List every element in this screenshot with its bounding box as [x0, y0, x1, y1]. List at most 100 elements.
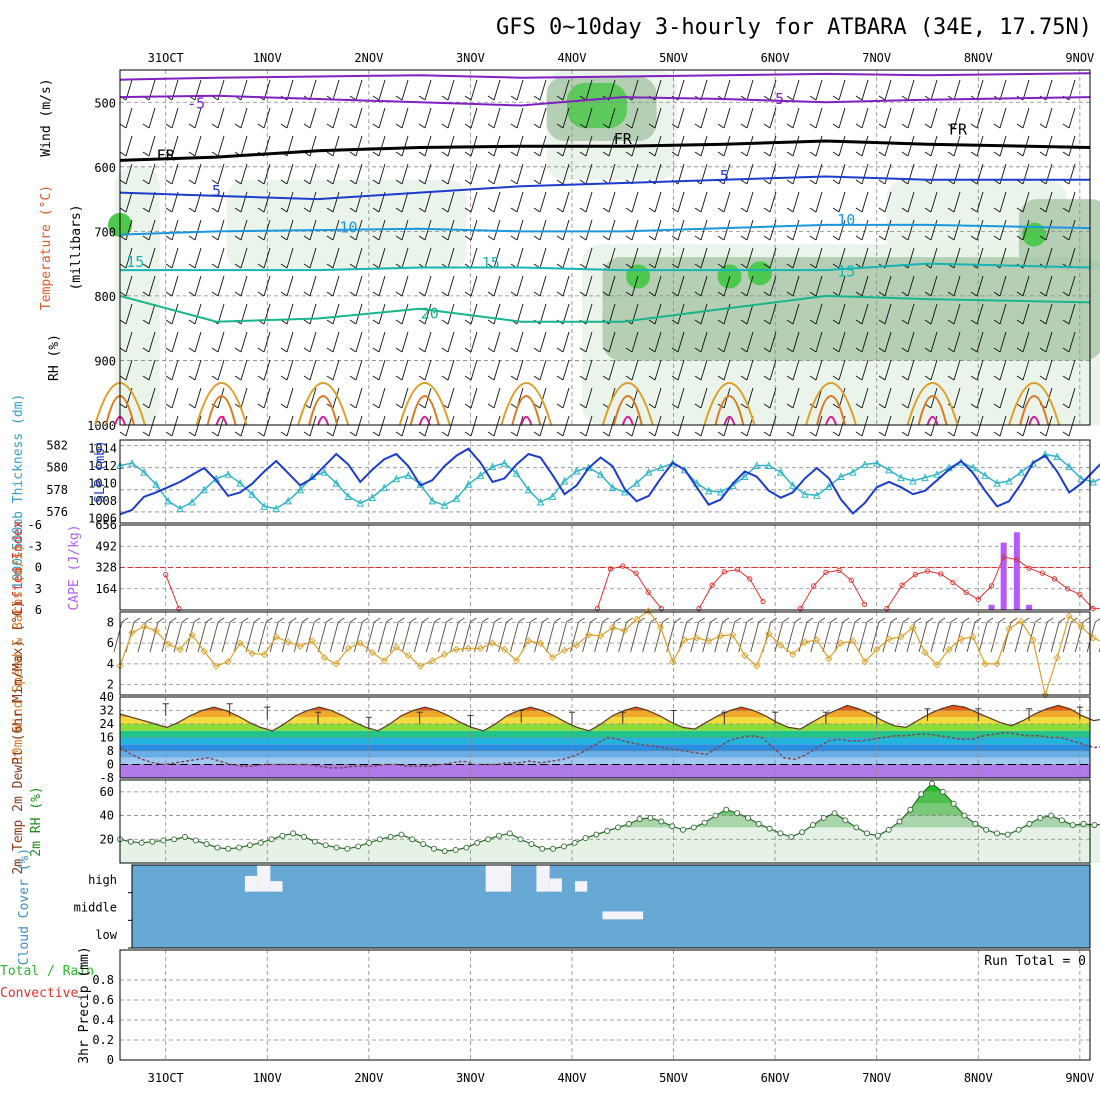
wind-barb-flag: [418, 179, 426, 185]
wind-barb-shaft: [815, 163, 823, 185]
wind-barb: [142, 387, 156, 409]
wind-barb-shaft: [562, 107, 570, 129]
wind-speed-marker: [416, 662, 425, 670]
wind-speed-marker: [248, 649, 256, 658]
thickness-marker: [1065, 462, 1073, 471]
wind-barb-flag: [142, 235, 150, 241]
contour-label: 15: [482, 254, 500, 272]
li-marker: [607, 566, 614, 572]
wind-barb: [257, 191, 271, 213]
diurnal-contour: [409, 394, 440, 426]
wind-barb-shaft: [263, 275, 271, 297]
wind-barb: [119, 107, 133, 129]
wind-barb-flag: [133, 617, 141, 623]
wind-barb-flag: [119, 179, 127, 185]
thickness-marker: [176, 504, 184, 513]
wind-barb-shaft: [884, 275, 892, 297]
wind-barb-flag: [926, 617, 934, 623]
wind-barb-flag: [924, 207, 932, 213]
wind-barb: [809, 247, 823, 269]
wind-barb-shaft: [378, 359, 386, 381]
cloud-ylabel: Cloud Cover (%): [17, 848, 32, 965]
wind-barb: [161, 621, 171, 653]
wind-barb: [832, 247, 846, 269]
wind-speed-marker: [849, 637, 857, 645]
wind-barb-shaft: [539, 163, 547, 185]
wind-barb: [142, 219, 156, 241]
wind-barb: [533, 79, 547, 101]
wind-barb-shaft: [769, 107, 777, 129]
wind-barb: [211, 107, 225, 129]
wind-barb-shaft: [815, 275, 823, 297]
wind-barb: [602, 107, 616, 129]
wind-barb-shaft: [539, 107, 547, 129]
wind-barb-flag: [510, 291, 518, 297]
li-ylabel: Lifted Index CAPE (J/kg): [11, 520, 82, 614]
wind-barb-flag: [924, 179, 932, 185]
wind-barb: [809, 303, 823, 325]
wind-barb-flag: [786, 263, 794, 269]
wind-barb: [464, 275, 478, 297]
wind-barb-shaft: [332, 79, 340, 101]
wind-barb: [671, 387, 685, 409]
wind-barb-flag: [510, 347, 518, 353]
wind-barb-flag: [782, 617, 790, 623]
wind-speed-marker: [584, 631, 593, 639]
wind-barb-flag: [119, 151, 127, 157]
wind-barb-flag: [625, 263, 633, 269]
wind-barb: [418, 107, 432, 129]
wind-barb-shaft: [424, 275, 432, 297]
wind-barb: [211, 163, 225, 185]
wind-barb-flag: [786, 151, 794, 157]
wind-barb-shaft: [539, 191, 547, 213]
wind-barb-flag: [717, 347, 725, 353]
wind-barb-shaft: [539, 387, 547, 409]
wind-barb: [533, 415, 547, 437]
wind-barb-flag: [855, 291, 863, 297]
thickness-marker: [236, 479, 244, 487]
wind-speed-marker: [1017, 617, 1025, 625]
wind-barb: [625, 359, 639, 381]
wind-barb-flag: [556, 375, 564, 381]
wind-barb-flag: [301, 617, 309, 623]
wind-speed-marker: [777, 641, 785, 649]
wind-barb: [317, 621, 327, 653]
thickness-marker: [704, 486, 713, 495]
wind-barb: [1039, 191, 1053, 213]
rh-marker: [333, 844, 340, 851]
wind-barb-shaft: [516, 107, 524, 129]
wind-barb-shaft: [148, 303, 156, 325]
diurnal-contour: [500, 382, 553, 426]
wind-barb-flag: [717, 291, 725, 297]
wind-barb-flag: [121, 617, 129, 623]
wind-barb-flag: [280, 263, 288, 269]
wind-barb: [970, 107, 984, 129]
wind-barb-shaft: [585, 415, 593, 437]
wind-barb: [464, 331, 478, 353]
wind-barb: [901, 331, 915, 353]
wind-barb-shaft: [585, 163, 593, 185]
wind-barb-shaft: [999, 107, 1007, 129]
wind-barb-flag: [947, 207, 955, 213]
wind-barb-flag: [372, 151, 380, 157]
wind-speed-marker: [789, 650, 797, 659]
wind-barb-flag: [142, 151, 150, 157]
wind-barb-flag: [395, 95, 403, 101]
wind-barb: [901, 163, 915, 185]
wind-barb-flag: [241, 617, 249, 623]
cape-bar: [1013, 532, 1020, 610]
wind-barb: [740, 191, 754, 213]
wind-barb-flag: [1016, 375, 1024, 381]
wind-barb-flag: [579, 431, 587, 437]
thickness-marker: [284, 496, 293, 505]
wind-barb-shaft: [355, 275, 363, 297]
wind-barb: [717, 135, 731, 157]
wind-barb-shaft: [1045, 359, 1053, 381]
cloud-block: [602, 911, 644, 920]
wind-barb: [993, 219, 1007, 241]
wind-barb-flag: [398, 617, 405, 623]
wind-barb-flag: [1039, 319, 1047, 325]
wind-speed-marker: [957, 635, 965, 643]
millibars-label: (millibars): [69, 204, 84, 290]
